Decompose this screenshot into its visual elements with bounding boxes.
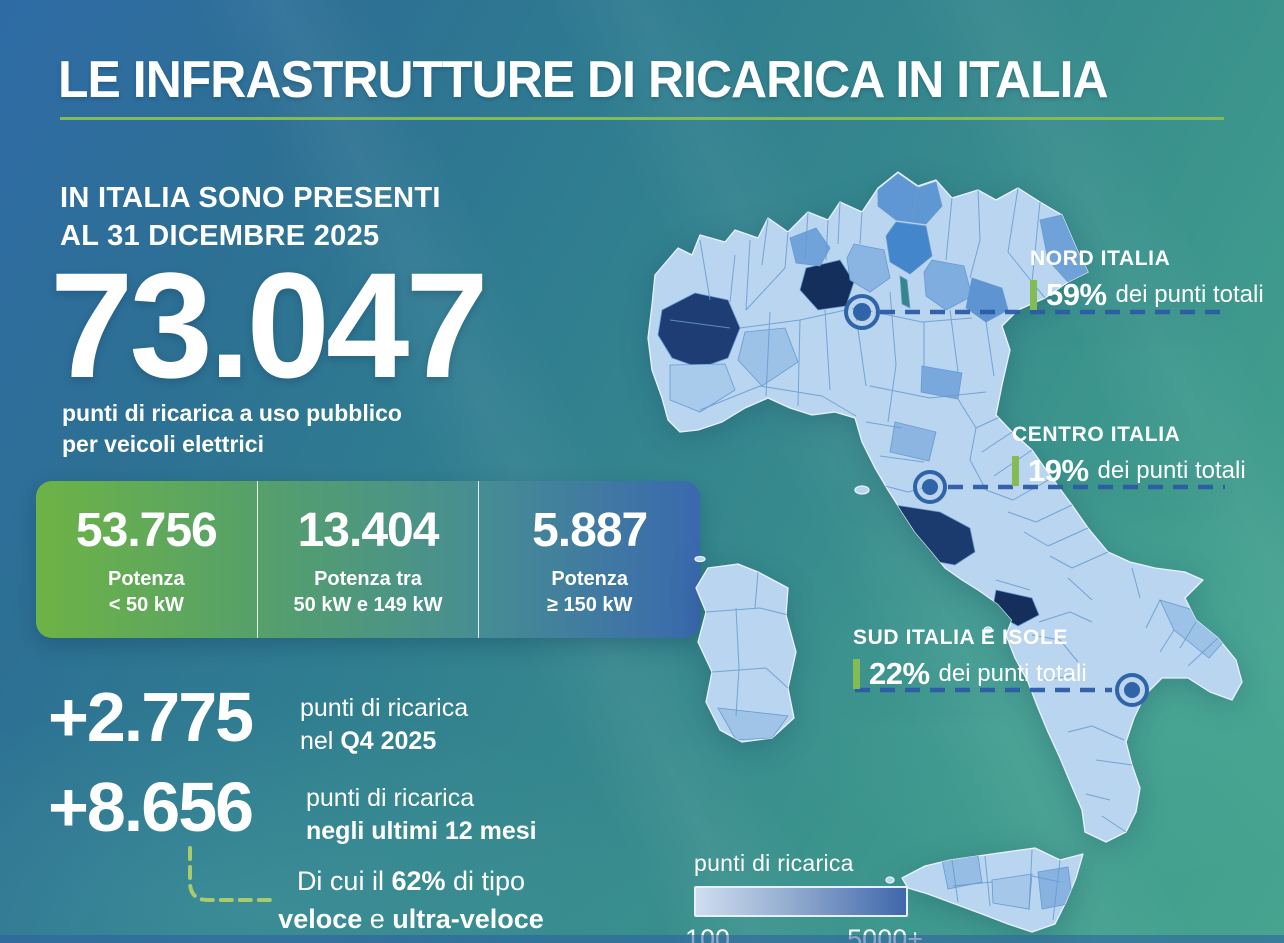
landmass [647, 171, 1243, 933]
province-bolzano [877, 173, 943, 225]
growth-12m-caption: punti di ricarica negli ultimi 12 mesi [306, 782, 537, 847]
area-label-sud: SUD ITALIA E ISOLE 22% dei punti totali [853, 626, 1087, 692]
power-value-50-149: 13.404 [297, 504, 440, 558]
province-como [789, 227, 831, 267]
power-label-lt50: Potenza < 50 kW [107, 567, 185, 616]
legend-title: punti di ricarica [694, 850, 854, 876]
green-accent-bar [1030, 280, 1037, 310]
power-card-50-149: 13.404 Potenza tra 50 kW e 149 kW [256, 481, 479, 638]
province-brescia [846, 243, 891, 293]
power-card-lt50: 53.756 Potenza < 50 kW [36, 481, 257, 638]
growth-q4-caption: punti di ricarica nel Q4 2025 [300, 692, 468, 757]
province-shading [657, 173, 1226, 910]
marker-sud [1115, 673, 1149, 707]
island-elba [854, 485, 870, 495]
bottom-bar [0, 935, 1284, 943]
area-rest-nord: dei punti totali [1115, 281, 1264, 308]
power-card-gte150: 5.887 Potenza ≥ 150 kW [478, 481, 700, 638]
power-value-gte150: 5.887 [532, 504, 648, 558]
growth-12m-caption-line-2: negli ultimi 12 mesi [306, 816, 537, 845]
title-underline [60, 117, 1224, 120]
growth-12m-caption-line-1: punti di ricarica [306, 784, 475, 812]
area-name-sud: SUD ITALIA E ISOLE [853, 626, 1068, 649]
area-stat-nord: 59% dei punti totali [1030, 277, 1264, 313]
green-accent-bar [853, 659, 860, 689]
area-stat-centro: 19% dei punti totali [1012, 453, 1246, 489]
growth-q4-caption-line-2: nel Q4 2025 [300, 726, 437, 755]
power-label-gte150: Potenza ≥ 150 kW [546, 567, 633, 616]
island-egadi [885, 876, 895, 884]
map-legend: punti di ricarica 100 5000+ [685, 850, 923, 943]
fast-note-connector [188, 846, 277, 902]
total-charging-points: 73.047 [50, 241, 489, 409]
intro-text: IN ITALIA SONO PRESENTI AL 31 DICEMBRE 2… [60, 180, 441, 255]
total-caption-line-1: punti di ricarica a uso pubblico [62, 400, 402, 426]
total-caption-line-2: per veicoli elettrici [62, 431, 264, 458]
province-venezia [965, 277, 1009, 323]
area-name-centro: CENTRO ITALIA [1012, 423, 1181, 446]
fast-share-line-1: Di cui il 62% di tipo [296, 866, 526, 896]
area-rest-centro: dei punti totali [1097, 457, 1246, 484]
growth-q4-caption-line-1: punti di ricarica [300, 694, 469, 722]
area-label-nord: NORD ITALIA 59% dei punti totali [1030, 247, 1264, 313]
growth-12m-value: +8.656 [48, 768, 254, 846]
province-cuneo [669, 363, 736, 413]
area-pct-centro: 19% [1028, 453, 1089, 488]
province-firenze [889, 421, 937, 462]
province-torino [657, 292, 741, 369]
province-udine [1039, 214, 1089, 283]
italy-choropleth-map [647, 171, 1243, 933]
intro-line-1: IN ITALIA SONO PRESENTI [60, 182, 441, 214]
power-value-lt50: 53.756 [75, 504, 218, 558]
province-caltanissetta [991, 873, 1033, 910]
area-rest-sud: dei punti totali [938, 660, 1087, 687]
lake-garda [899, 275, 911, 309]
island-ischia [983, 626, 993, 634]
marker-nord [844, 294, 880, 330]
total-caption: punti di ricarica a uso pubblico per vei… [62, 398, 402, 460]
power-label-50-149: Potenza tra 50 kW e 149 kW [293, 567, 443, 616]
fast-share-line-2: veloce e ultra-veloce [278, 904, 544, 935]
island-asinara [694, 555, 706, 563]
leader-lines [855, 309, 1225, 693]
power-breakdown-card: 53.756 Potenza < 50 kW 13.404 Potenza tr… [36, 481, 700, 638]
area-pct-sud: 22% [869, 656, 930, 691]
province-cagliari [717, 707, 789, 741]
legend-gradient-bar [694, 886, 908, 917]
intro-line-2: AL 31 DICEMBRE 2025 [60, 219, 380, 252]
province-trento [885, 221, 933, 275]
area-label-centro: CENTRO ITALIA 19% dei punti totali [1012, 423, 1246, 489]
marker-centro [913, 470, 947, 504]
area-pct-nord: 59% [1046, 277, 1107, 312]
province-verona [923, 259, 973, 311]
map-markers [844, 294, 1149, 707]
green-accent-bar [1012, 456, 1019, 486]
growth-q4-value: +2.775 [48, 678, 254, 756]
page-title: LE INFRASTRUTTURE DI RICARICA IN ITALIA [58, 51, 1109, 109]
fast-share-note: Di cui il 62% di tipo veloce e ultra-vel… [256, 862, 566, 939]
area-stat-sud: 22% dei punti totali [853, 656, 1087, 692]
area-name-nord: NORD ITALIA [1030, 247, 1171, 270]
